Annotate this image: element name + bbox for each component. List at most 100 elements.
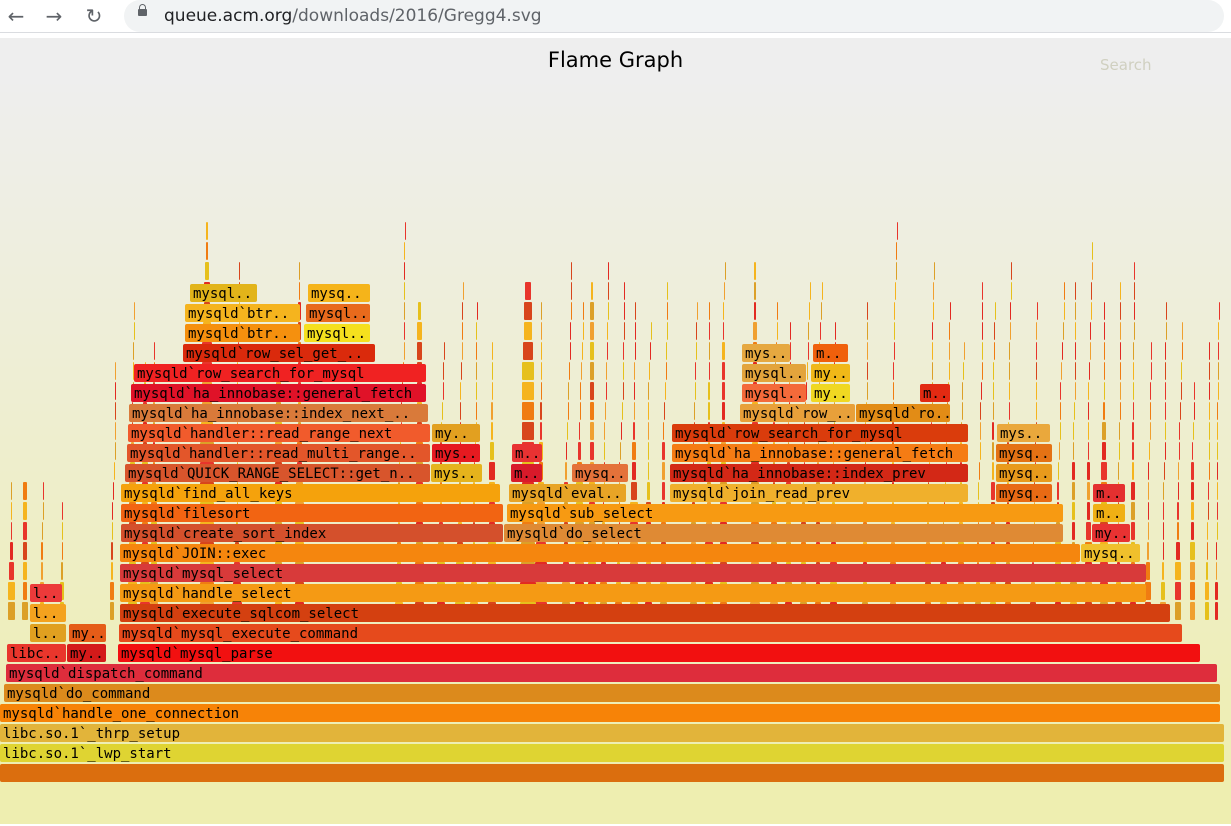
flame-spike-frame[interactable] <box>648 462 649 480</box>
flame-spike-frame[interactable] <box>8 602 15 620</box>
flame-spike-frame[interactable] <box>62 522 63 540</box>
flame-spike-frame[interactable] <box>115 402 116 420</box>
frame-rect[interactable] <box>185 324 300 342</box>
flame-spike-frame[interactable] <box>695 382 696 400</box>
flame-spike-frame[interactable] <box>1037 302 1038 320</box>
flame-spike-frame[interactable] <box>709 362 710 380</box>
flame-spike-frame[interactable] <box>1191 462 1194 480</box>
flame-spike-frame[interactable] <box>1209 382 1210 400</box>
flame-spike-frame[interactable] <box>1216 542 1217 560</box>
flame-spike-frame[interactable] <box>1064 302 1065 320</box>
flame-spike-frame[interactable] <box>571 262 572 280</box>
frame-rect[interactable] <box>69 624 106 642</box>
flame-spike-frame[interactable] <box>42 522 43 540</box>
flame-spike-frame[interactable] <box>590 322 594 340</box>
flame-spike-frame[interactable] <box>1191 502 1194 520</box>
flame-spike-frame[interactable] <box>476 402 477 420</box>
flame-spike-frame[interactable] <box>133 342 134 360</box>
flame-spike-frame[interactable] <box>634 362 635 380</box>
flame-spike-frame[interactable] <box>1134 262 1135 280</box>
flame-spike-frame[interactable] <box>867 362 868 380</box>
flame-spike-frame[interactable] <box>980 422 981 440</box>
flame-spike-frame[interactable] <box>991 482 995 500</box>
flame-spike-frame[interactable] <box>23 562 27 580</box>
flame-spike-frame[interactable] <box>1217 502 1218 520</box>
flame-spike-frame[interactable] <box>1208 502 1209 520</box>
flame-spike-frame[interactable] <box>1009 402 1010 420</box>
flame-spike-frame[interactable] <box>1217 482 1218 500</box>
flame-spike-frame[interactable] <box>1163 482 1164 500</box>
flame-spike-frame[interactable] <box>607 342 608 360</box>
flame-spike-frame[interactable] <box>417 342 422 360</box>
flame-spike-frame[interactable] <box>1073 442 1074 460</box>
flame-spike-frame[interactable] <box>489 462 495 480</box>
flame-spike-frame[interactable] <box>635 302 636 320</box>
flame-spike-frame[interactable] <box>1190 602 1195 620</box>
flame-spike-frame[interactable] <box>950 302 951 320</box>
frame-rect[interactable] <box>512 444 542 462</box>
flame-spike-frame[interactable] <box>1118 462 1119 480</box>
flame-spike-frame[interactable] <box>418 302 421 320</box>
frame-rect[interactable] <box>1092 524 1130 542</box>
flame-spike-frame[interactable] <box>1165 422 1166 440</box>
flame-spike-frame[interactable] <box>620 442 621 460</box>
frame-rect[interactable] <box>131 384 426 402</box>
frame-rect[interactable] <box>996 484 1052 502</box>
flame-spike-frame[interactable] <box>522 422 534 440</box>
flame-spike-frame[interactable] <box>1148 462 1149 480</box>
frame-rect[interactable] <box>920 384 950 402</box>
flame-spike-frame[interactable] <box>1180 402 1181 420</box>
flame-spike-frame[interactable] <box>1218 382 1219 400</box>
flame-spike-frame[interactable] <box>1010 322 1011 340</box>
flame-spike-frame[interactable] <box>632 442 636 460</box>
frame-rect[interactable] <box>740 404 855 422</box>
flame-spike-frame[interactable] <box>9 562 14 580</box>
flame-spike-frame[interactable] <box>754 302 756 320</box>
flame-spike-frame[interactable] <box>608 282 609 300</box>
flame-spike-frame[interactable] <box>115 422 116 440</box>
flame-spike-frame[interactable] <box>708 402 710 420</box>
flame-spike-frame[interactable] <box>523 342 533 360</box>
flame-spike-frame[interactable] <box>1179 442 1180 460</box>
flame-spike-frame[interactable] <box>1217 402 1218 420</box>
flame-spike-frame[interactable] <box>753 322 757 340</box>
frame-rect[interactable] <box>811 384 850 402</box>
flame-spike-frame[interactable] <box>993 402 994 420</box>
reload-icon[interactable]: ↻ <box>85 4 103 28</box>
frame-rect[interactable] <box>856 404 950 422</box>
flame-spike-frame[interactable] <box>443 362 444 380</box>
flame-spike-frame[interactable] <box>1120 382 1121 400</box>
flame-spike-frame[interactable] <box>754 262 756 280</box>
flame-spike-frame[interactable] <box>667 282 668 300</box>
flame-spike-frame[interactable] <box>1219 302 1220 320</box>
flame-spike-frame[interactable] <box>1177 502 1179 520</box>
flame-spike-frame[interactable] <box>897 222 898 240</box>
flame-spike-frame[interactable] <box>461 362 462 380</box>
flame-spike-frame[interactable] <box>1088 382 1089 400</box>
flame-spike-frame[interactable] <box>22 602 28 620</box>
flame-spike-frame[interactable] <box>896 262 897 280</box>
flame-spike-frame[interactable] <box>790 342 791 360</box>
flame-spike-frame[interactable] <box>1009 382 1010 400</box>
flame-spike-frame[interactable] <box>790 322 791 340</box>
flame-spike-frame[interactable] <box>608 262 609 280</box>
flame-spike-frame[interactable] <box>43 502 44 520</box>
flame-spike-frame[interactable] <box>979 462 980 480</box>
flame-spike-frame[interactable] <box>1010 302 1011 320</box>
frame-rect[interactable] <box>121 504 503 522</box>
flame-spike-frame[interactable] <box>590 402 594 420</box>
flame-spike-frame[interactable] <box>822 282 823 300</box>
frame-rect[interactable] <box>129 404 428 422</box>
flame-spike-frame[interactable] <box>1191 522 1194 540</box>
flame-spike-frame[interactable] <box>1165 402 1166 420</box>
frame-rect[interactable] <box>119 624 1182 642</box>
frame-rect[interactable] <box>67 644 106 662</box>
flame-spike-frame[interactable] <box>1072 482 1075 500</box>
frame-rect[interactable] <box>1093 484 1125 502</box>
flame-spike-frame[interactable] <box>299 282 300 300</box>
flame-spike-frame[interactable] <box>460 402 461 420</box>
flame-spike-frame[interactable] <box>444 342 445 360</box>
flame-spike-frame[interactable] <box>893 362 894 380</box>
flame-spike-frame[interactable] <box>491 422 493 440</box>
flame-spike-frame[interactable] <box>895 282 896 300</box>
